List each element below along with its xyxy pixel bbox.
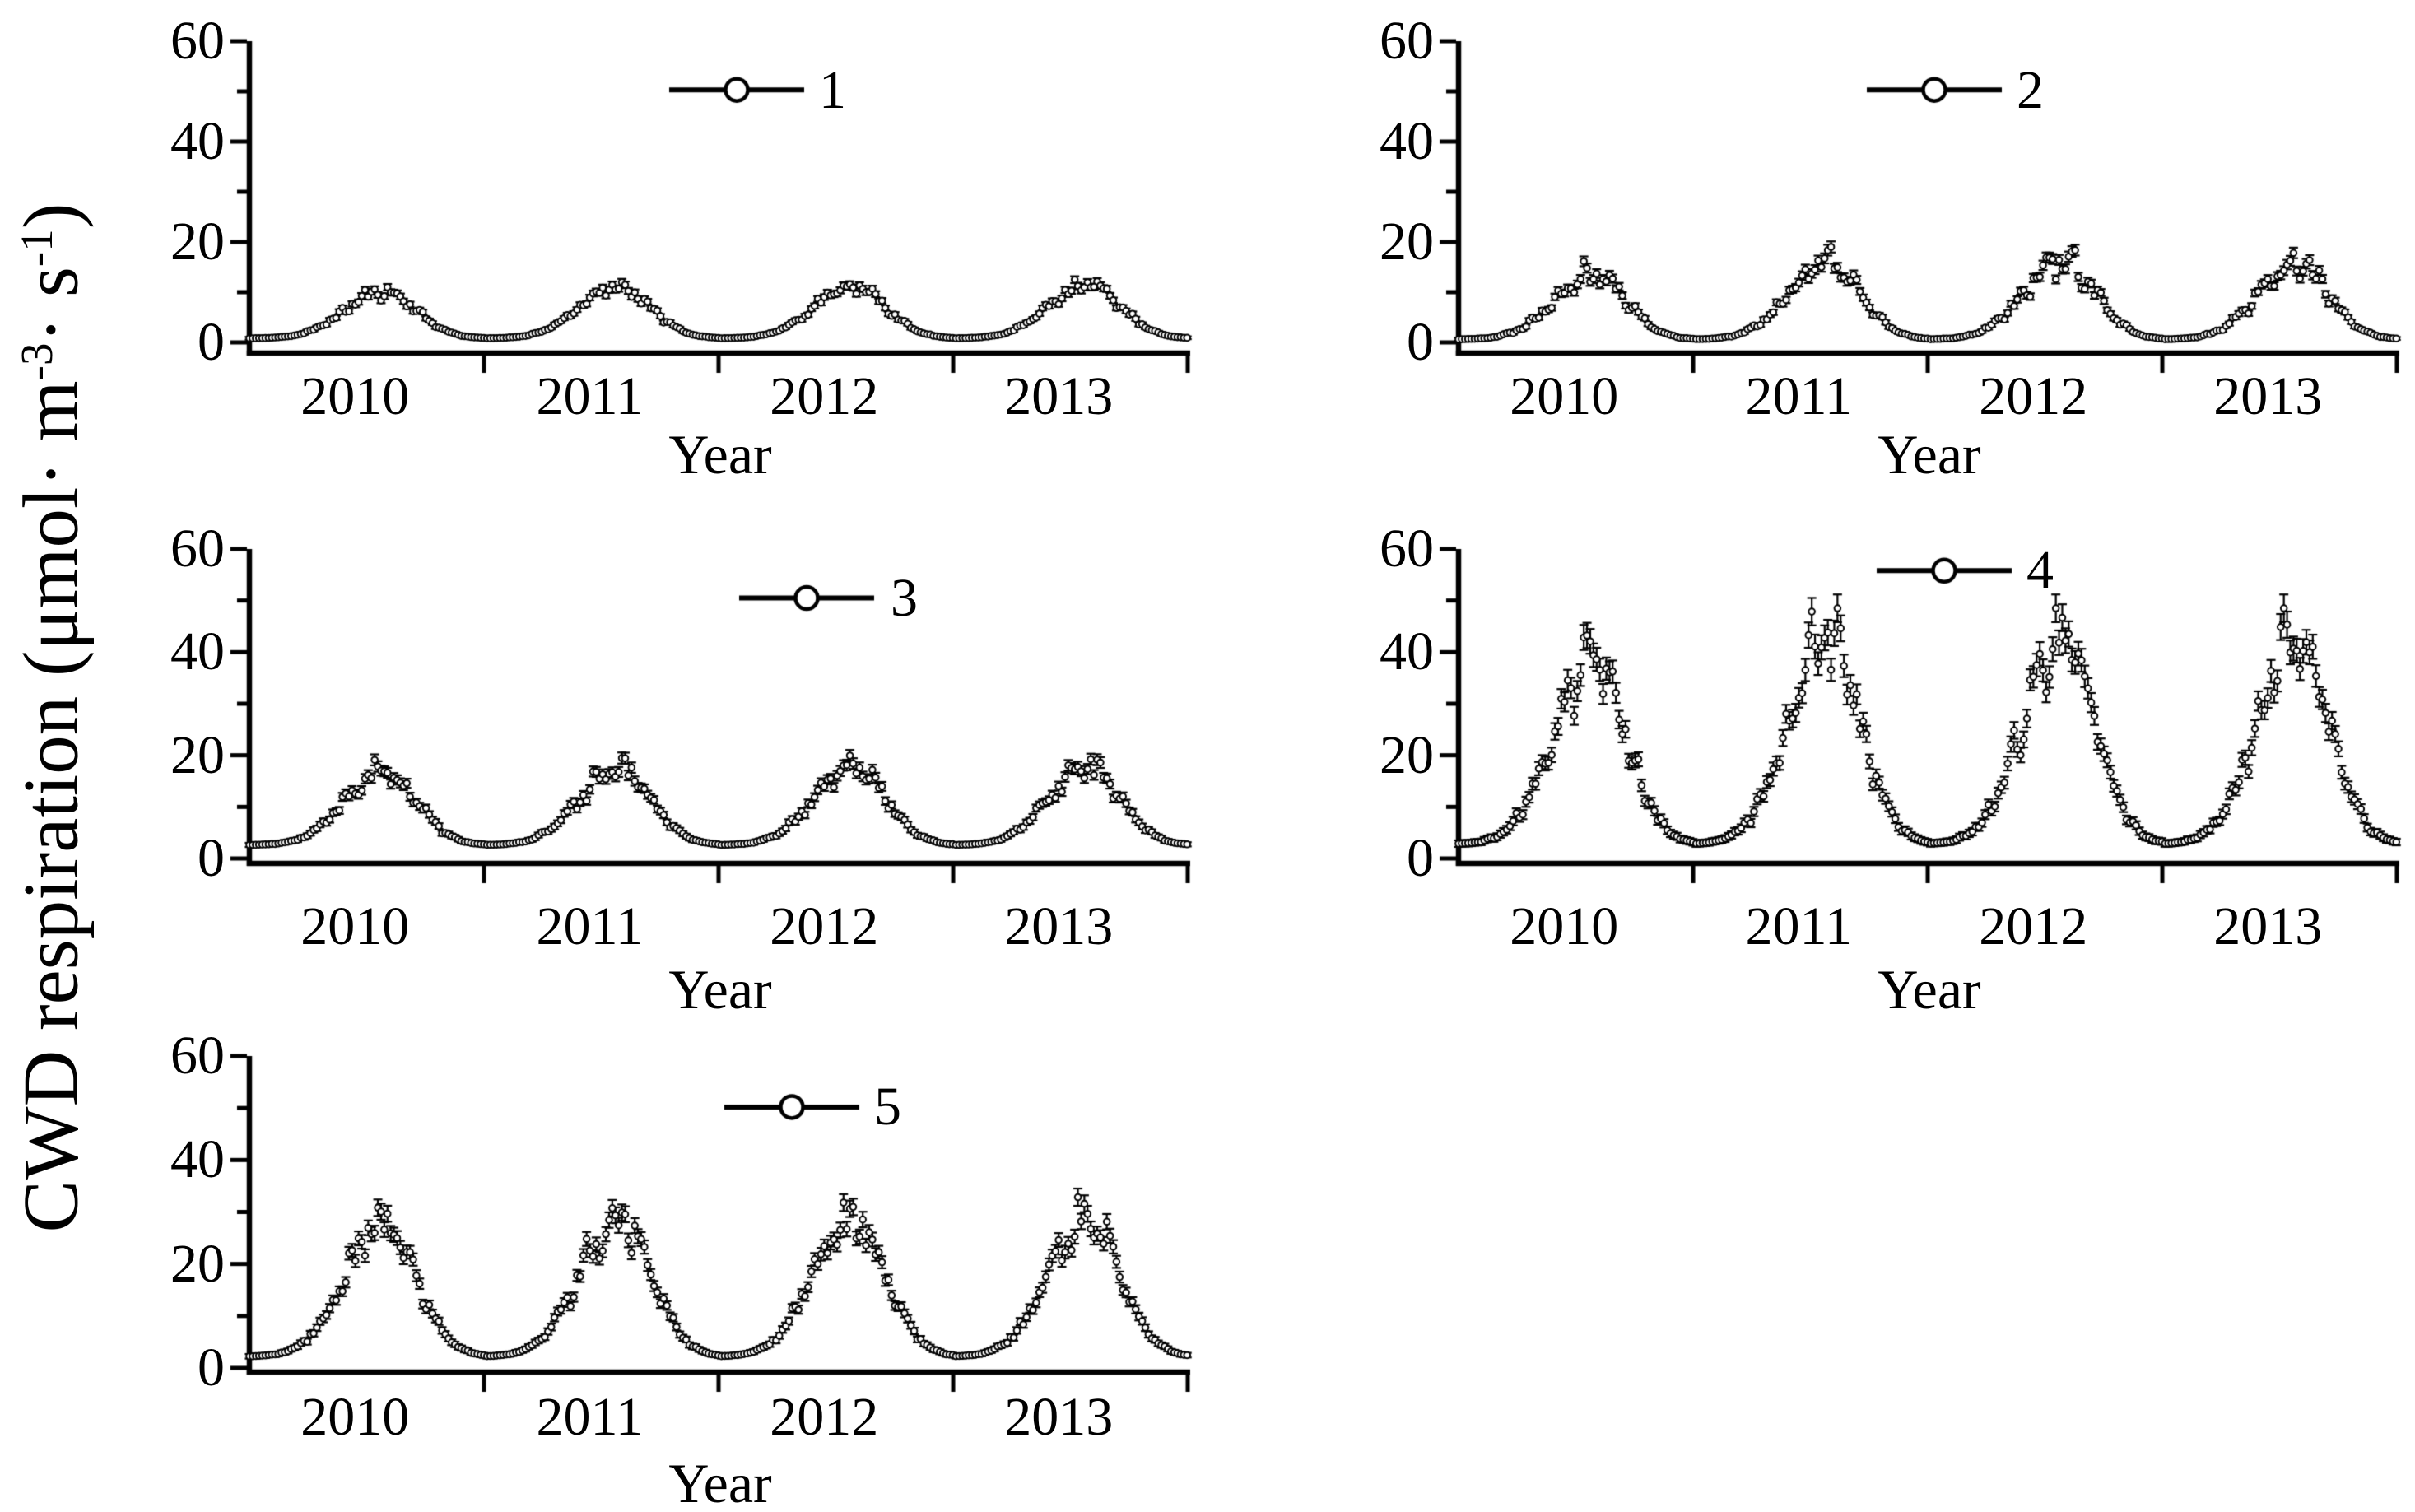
y-tick-label: 20 [1380,212,1434,272]
legend-label-series-1: 1 [819,60,846,120]
y-tick-label: 40 [1380,621,1434,682]
y-tick-label: 60 [170,1026,225,1086]
x-tick-label: 2013 [1004,1387,1114,1447]
x-tick-label: 2010 [1510,366,1619,426]
y-tick-label: 0 [198,828,225,888]
y-tick-label: 40 [170,1129,225,1190]
y-tick-label: 60 [170,519,225,579]
x-tick-label: 2012 [770,896,879,956]
legend-label-series-2: 2 [2017,60,2044,120]
y-axis-title: CWD respiration (μmol· m-3· s-1) [7,203,95,1233]
y-tick-label: 0 [198,312,225,372]
x-axis-title-panel-5: Year [668,1452,772,1512]
x-tick-label: 2010 [1510,896,1619,956]
y-tick-label: 40 [170,621,225,682]
y-tick-label: 0 [1407,312,1434,372]
x-axis-title-panel-3: Year [668,958,772,1021]
y-tick-label: 40 [170,111,225,171]
y-axis-title-text: CWD respiration (μmol· m [7,380,95,1233]
x-tick-label: 2013 [2213,366,2323,426]
x-tick-label: 2012 [1979,896,2088,956]
y-tick-label: 20 [1380,724,1434,785]
y-tick-label: 0 [198,1338,225,1398]
y-axis-title-superscript: -3 [12,342,63,381]
x-axis-title-panel-2: Year [1878,423,1981,486]
y-tick-label: 20 [170,1233,225,1294]
x-tick-label: 2013 [2213,896,2323,956]
y-tick-label: 20 [170,212,225,272]
y-tick-label: 20 [170,724,225,785]
x-axis-title-panel-4: Year [1878,958,1981,1021]
y-axis-title-text: ) [7,202,95,230]
x-tick-label: 2011 [1745,896,1853,956]
x-tick-label: 2011 [536,1387,644,1447]
x-tick-label: 2013 [1004,896,1114,956]
legend-label-series-3: 3 [891,568,918,628]
x-tick-label: 2011 [1745,366,1853,426]
y-axis-title-superscript: -1 [12,229,63,268]
y-tick-label: 60 [170,11,225,71]
x-tick-label: 2012 [1979,366,2088,426]
y-tick-label: 0 [1407,828,1434,888]
x-tick-label: 2010 [300,896,410,956]
y-tick-label: 60 [1380,519,1434,579]
x-tick-label: 2010 [300,366,410,426]
legend-label-series-5: 5 [874,1077,901,1137]
y-tick-label: 40 [1380,111,1434,171]
y-tick-label: 60 [1380,11,1434,71]
x-tick-label: 2011 [536,896,644,956]
x-tick-label: 2010 [300,1387,410,1447]
x-tick-label: 2012 [770,366,879,426]
x-axis-title-panel-1: Year [668,423,772,486]
x-tick-label: 2012 [770,1387,879,1447]
y-axis-title-text: · s [7,267,95,343]
x-tick-label: 2011 [536,366,644,426]
legend-label-series-4: 4 [2026,540,2054,600]
x-tick-label: 2013 [1004,366,1114,426]
